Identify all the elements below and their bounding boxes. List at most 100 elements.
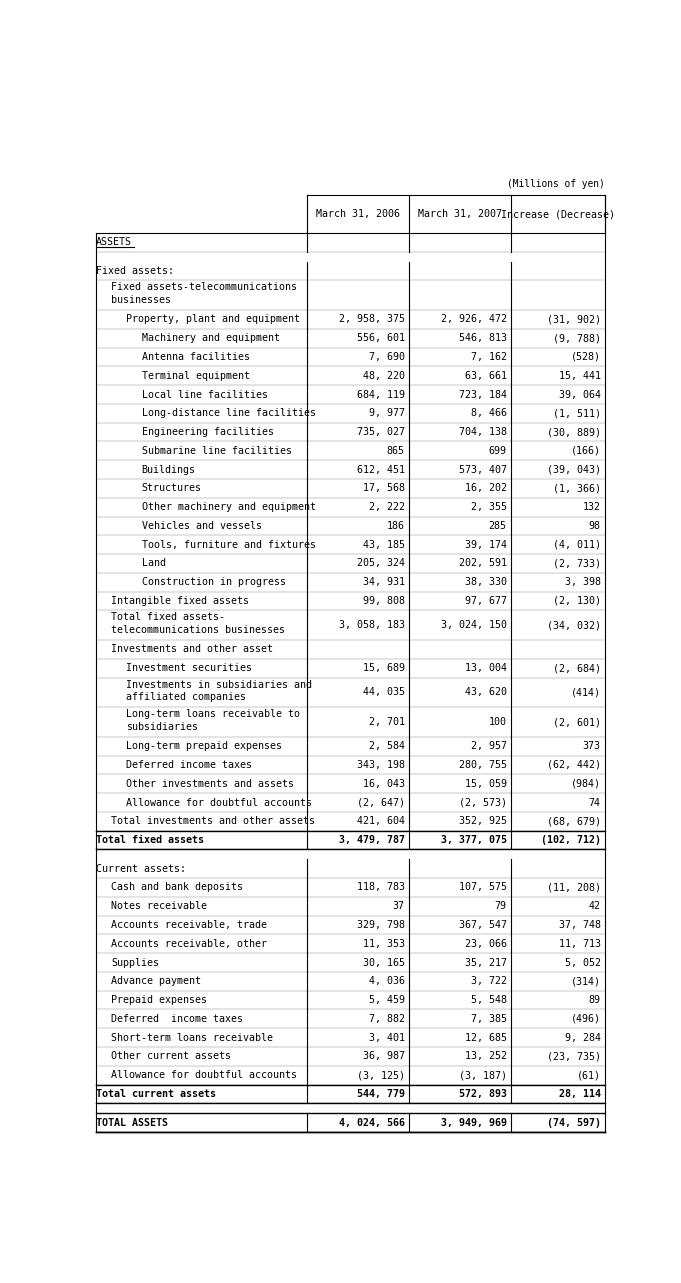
Text: 2, 701: 2, 701 bbox=[368, 717, 405, 727]
Text: 38, 330: 38, 330 bbox=[464, 577, 507, 588]
Text: 285: 285 bbox=[488, 521, 507, 531]
Text: 79: 79 bbox=[494, 901, 507, 911]
Text: Current assets:: Current assets: bbox=[95, 863, 186, 874]
Text: 3, 949, 969: 3, 949, 969 bbox=[441, 1117, 507, 1128]
Text: 421, 604: 421, 604 bbox=[357, 816, 405, 826]
Text: 107, 575: 107, 575 bbox=[458, 883, 507, 893]
Text: 74: 74 bbox=[589, 798, 601, 807]
Text: Accounts receivable, trade: Accounts receivable, trade bbox=[111, 920, 267, 930]
Text: 99, 808: 99, 808 bbox=[363, 597, 405, 606]
Text: 2, 957: 2, 957 bbox=[471, 742, 507, 752]
Text: Terminal equipment: Terminal equipment bbox=[142, 371, 249, 381]
Text: Allowance for doubtful accounts: Allowance for doubtful accounts bbox=[111, 1070, 297, 1080]
Text: 205, 324: 205, 324 bbox=[357, 558, 405, 568]
Text: Investments in subsidiaries and
affiliated companies: Investments in subsidiaries and affiliat… bbox=[126, 680, 313, 702]
Text: 556, 601: 556, 601 bbox=[357, 334, 405, 344]
Text: 572, 893: 572, 893 bbox=[458, 1089, 507, 1100]
Text: 3, 058, 183: 3, 058, 183 bbox=[338, 620, 405, 630]
Text: 30, 165: 30, 165 bbox=[363, 957, 405, 967]
Text: 3, 377, 075: 3, 377, 075 bbox=[441, 835, 507, 845]
Text: Notes receivable: Notes receivable bbox=[111, 901, 207, 911]
Text: (31, 902): (31, 902) bbox=[547, 314, 601, 325]
Text: 132: 132 bbox=[583, 502, 601, 512]
Text: 546, 813: 546, 813 bbox=[458, 334, 507, 344]
Text: 16, 202: 16, 202 bbox=[464, 484, 507, 494]
Text: 17, 568: 17, 568 bbox=[363, 484, 405, 494]
Text: 39, 064: 39, 064 bbox=[559, 390, 601, 399]
Text: 36, 987: 36, 987 bbox=[363, 1051, 405, 1061]
Text: (9, 788): (9, 788) bbox=[553, 334, 601, 344]
Text: 373: 373 bbox=[583, 742, 601, 752]
Text: (102, 712): (102, 712) bbox=[541, 835, 601, 845]
Text: 89: 89 bbox=[589, 996, 601, 1005]
Text: Accounts receivable, other: Accounts receivable, other bbox=[111, 939, 267, 949]
Text: 9, 977: 9, 977 bbox=[368, 408, 405, 418]
Text: TOTAL ASSETS: TOTAL ASSETS bbox=[95, 1117, 168, 1128]
Text: 43, 185: 43, 185 bbox=[363, 540, 405, 549]
Text: Total investments and other assets: Total investments and other assets bbox=[111, 816, 315, 826]
Text: 2, 958, 375: 2, 958, 375 bbox=[338, 314, 405, 325]
Text: (62, 442): (62, 442) bbox=[547, 760, 601, 770]
Text: Allowance for doubtful accounts: Allowance for doubtful accounts bbox=[126, 798, 313, 807]
Text: 3, 401: 3, 401 bbox=[368, 1033, 405, 1043]
Text: 544, 779: 544, 779 bbox=[357, 1089, 405, 1100]
Text: 15, 689: 15, 689 bbox=[363, 663, 405, 674]
Text: 16, 043: 16, 043 bbox=[363, 779, 405, 789]
Text: 612, 451: 612, 451 bbox=[357, 464, 405, 475]
Text: Investment securities: Investment securities bbox=[126, 663, 252, 674]
Text: (2, 573): (2, 573) bbox=[458, 798, 507, 807]
Text: 7, 882: 7, 882 bbox=[368, 1014, 405, 1024]
Text: Total fixed assets-
telecommunications businesses: Total fixed assets- telecommunications b… bbox=[111, 612, 285, 635]
Text: (2, 733): (2, 733) bbox=[553, 558, 601, 568]
Text: (11, 208): (11, 208) bbox=[547, 883, 601, 893]
Text: Machinery and equipment: Machinery and equipment bbox=[142, 334, 279, 344]
Text: 5, 548: 5, 548 bbox=[471, 996, 507, 1005]
Text: 352, 925: 352, 925 bbox=[458, 816, 507, 826]
Text: Prepaid expenses: Prepaid expenses bbox=[111, 996, 207, 1005]
Text: Other investments and assets: Other investments and assets bbox=[126, 779, 294, 789]
Text: Local line facilities: Local line facilities bbox=[142, 390, 268, 399]
Text: 699: 699 bbox=[488, 445, 507, 455]
Text: Advance payment: Advance payment bbox=[111, 976, 201, 987]
Text: (314): (314) bbox=[571, 976, 601, 987]
Text: 42: 42 bbox=[589, 901, 601, 911]
Text: Investments and other asset: Investments and other asset bbox=[111, 644, 273, 654]
Text: 34, 931: 34, 931 bbox=[363, 577, 405, 588]
Text: Total fixed assets: Total fixed assets bbox=[95, 835, 204, 845]
Text: 2, 355: 2, 355 bbox=[471, 502, 507, 512]
Text: (23, 735): (23, 735) bbox=[547, 1051, 601, 1061]
Text: 3, 479, 787: 3, 479, 787 bbox=[338, 835, 405, 845]
Text: Increase (Decrease): Increase (Decrease) bbox=[501, 209, 615, 219]
Text: (496): (496) bbox=[571, 1014, 601, 1024]
Text: Other machinery and equipment: Other machinery and equipment bbox=[142, 502, 315, 512]
Text: 15, 059: 15, 059 bbox=[464, 779, 507, 789]
Text: (984): (984) bbox=[571, 779, 601, 789]
Text: ASSETS: ASSETS bbox=[95, 237, 131, 248]
Text: 7, 690: 7, 690 bbox=[368, 352, 405, 362]
Text: (68, 679): (68, 679) bbox=[547, 816, 601, 826]
Text: 98: 98 bbox=[589, 521, 601, 531]
Text: 48, 220: 48, 220 bbox=[363, 371, 405, 381]
Text: 2, 584: 2, 584 bbox=[368, 742, 405, 752]
Text: Fixed assets:: Fixed assets: bbox=[95, 266, 174, 276]
Text: 5, 459: 5, 459 bbox=[368, 996, 405, 1005]
Text: Tools, furniture and fixtures: Tools, furniture and fixtures bbox=[142, 540, 315, 549]
Text: 28, 114: 28, 114 bbox=[559, 1089, 601, 1100]
Text: 23, 066: 23, 066 bbox=[464, 939, 507, 949]
Text: Buildings: Buildings bbox=[142, 464, 195, 475]
Text: 100: 100 bbox=[488, 717, 507, 727]
Text: (2, 684): (2, 684) bbox=[553, 663, 601, 674]
Text: Long-term loans receivable to
subsidiaries: Long-term loans receivable to subsidiari… bbox=[126, 709, 300, 733]
Text: Construction in progress: Construction in progress bbox=[142, 577, 285, 588]
Text: Deferred  income taxes: Deferred income taxes bbox=[111, 1014, 243, 1024]
Text: 11, 713: 11, 713 bbox=[559, 939, 601, 949]
Text: (Millions of yen): (Millions of yen) bbox=[507, 178, 605, 189]
Text: 97, 677: 97, 677 bbox=[464, 597, 507, 606]
Text: Supplies: Supplies bbox=[111, 957, 159, 967]
Text: 7, 385: 7, 385 bbox=[471, 1014, 507, 1024]
Text: 367, 547: 367, 547 bbox=[458, 920, 507, 930]
Text: 4, 036: 4, 036 bbox=[368, 976, 405, 987]
Text: 39, 174: 39, 174 bbox=[464, 540, 507, 549]
Text: (1, 511): (1, 511) bbox=[553, 408, 601, 418]
Text: Cash and bank deposits: Cash and bank deposits bbox=[111, 883, 243, 893]
